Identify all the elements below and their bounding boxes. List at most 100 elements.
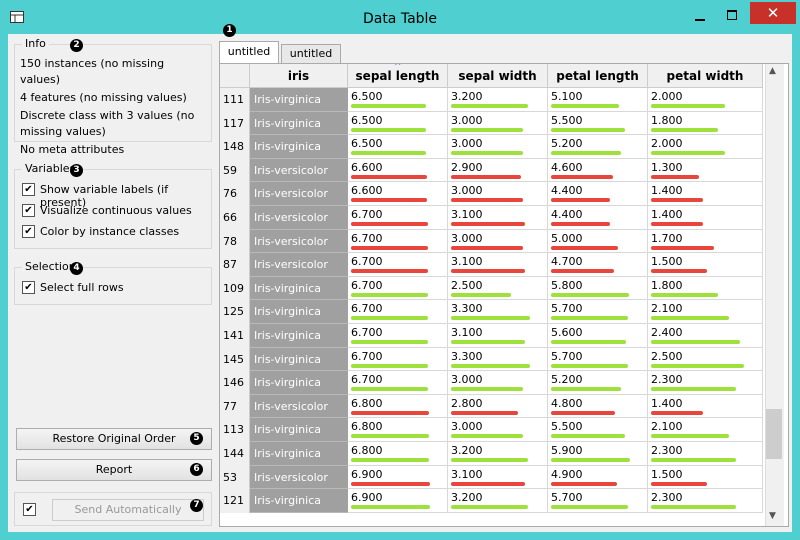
value-cell[interactable]: 3.000 [448, 418, 548, 442]
option[interactable]: ✔ Select full rows [22, 281, 212, 302]
value-cell[interactable]: 6.700 [348, 253, 448, 277]
class-cell[interactable]: Iris-virginica [250, 276, 348, 301]
column-header[interactable]: iris [250, 64, 348, 88]
checkbox[interactable]: ✔ [22, 183, 35, 196]
class-cell[interactable]: Iris-virginica [250, 418, 348, 442]
send-button[interactable]: Send Automatically [52, 499, 204, 521]
value-cell[interactable]: 3.100 [448, 465, 548, 490]
value-cell[interactable]: 4.800 [548, 394, 648, 419]
value-cell[interactable]: 1.400 [648, 206, 763, 230]
value-cell[interactable]: 3.000 [448, 229, 548, 254]
checkbox[interactable]: ✔ [22, 204, 35, 217]
class-cell[interactable]: Iris-versicolor [250, 206, 348, 230]
value-cell[interactable]: 1.700 [648, 229, 763, 254]
value-cell[interactable]: 5.200 [548, 371, 648, 395]
value-cell[interactable]: 3.000 [448, 371, 548, 395]
class-cell[interactable]: Iris-virginica [250, 324, 348, 348]
value-cell[interactable]: 2.100 [648, 418, 763, 442]
value-cell[interactable]: 6.700 [348, 276, 448, 301]
value-cell[interactable]: 4.400 [548, 182, 648, 206]
value-cell[interactable]: 2.000 [648, 135, 763, 159]
value-cell[interactable]: 3.200 [448, 489, 548, 513]
checkbox[interactable]: ✔ [22, 225, 35, 238]
value-cell[interactable]: 5.500 [548, 111, 648, 136]
value-cell[interactable]: 5.200 [548, 135, 648, 159]
value-cell[interactable]: 2.900 [448, 158, 548, 183]
class-cell[interactable]: Iris-versicolor [250, 182, 348, 206]
value-cell[interactable]: 1.400 [648, 182, 763, 206]
column-header[interactable]: sepal length [348, 64, 448, 88]
value-cell[interactable]: 6.700 [348, 206, 448, 230]
value-cell[interactable]: 5.900 [548, 442, 648, 466]
checkbox[interactable]: ✔ [22, 281, 35, 294]
value-cell[interactable]: 3.000 [448, 182, 548, 206]
value-cell[interactable]: 6.900 [348, 489, 448, 513]
value-cell[interactable]: 6.800 [348, 442, 448, 466]
class-cell[interactable]: Iris-virginica [250, 347, 348, 372]
value-cell[interactable]: 2.300 [648, 371, 763, 395]
value-cell[interactable]: 5.500 [548, 418, 648, 442]
class-cell[interactable]: Iris-virginica [250, 300, 348, 324]
class-cell[interactable]: Iris-virginica [250, 489, 348, 513]
value-cell[interactable]: 5.800 [548, 276, 648, 301]
value-cell[interactable]: 6.500 [348, 88, 448, 112]
value-cell[interactable]: 4.700 [548, 253, 648, 277]
value-cell[interactable]: 1.500 [648, 253, 763, 277]
value-cell[interactable]: 5.100 [548, 88, 648, 112]
class-cell[interactable]: Iris-virginica [250, 371, 348, 395]
value-cell[interactable]: 4.400 [548, 206, 648, 230]
value-cell[interactable]: 6.500 [348, 135, 448, 159]
value-cell[interactable]: 2.500 [648, 347, 763, 372]
value-cell[interactable]: 6.700 [348, 324, 448, 348]
value-cell[interactable]: 3.100 [448, 206, 548, 230]
value-cell[interactable]: 6.800 [348, 394, 448, 419]
value-cell[interactable]: 1.800 [648, 111, 763, 136]
column-header[interactable]: petal length [548, 64, 648, 88]
class-cell[interactable]: Iris-versicolor [250, 394, 348, 419]
value-cell[interactable]: 3.300 [448, 300, 548, 324]
restore-button[interactable]: Restore Original Order [16, 428, 212, 450]
report-button[interactable]: Report [16, 459, 212, 481]
class-cell[interactable]: Iris-versicolor [250, 158, 348, 183]
value-cell[interactable]: 3.000 [448, 135, 548, 159]
value-cell[interactable]: 5.700 [548, 347, 648, 372]
value-cell[interactable]: 6.700 [348, 229, 448, 254]
value-cell[interactable]: 3.300 [448, 347, 548, 372]
class-cell[interactable]: Iris-versicolor [250, 465, 348, 490]
value-cell[interactable]: 3.100 [448, 253, 548, 277]
value-cell[interactable]: 1.800 [648, 276, 763, 301]
value-cell[interactable]: 5.000 [548, 229, 648, 254]
value-cell[interactable]: 6.900 [348, 465, 448, 490]
value-cell[interactable]: 1.500 [648, 465, 763, 490]
value-cell[interactable]: 3.100 [448, 324, 548, 348]
value-cell[interactable]: 2.000 [648, 88, 763, 112]
value-cell[interactable]: 5.700 [548, 300, 648, 324]
class-cell[interactable]: Iris-virginica [250, 442, 348, 466]
value-cell[interactable]: 6.600 [348, 158, 448, 183]
value-cell[interactable]: 2.800 [448, 394, 548, 419]
class-cell[interactable]: Iris-virginica [250, 111, 348, 136]
value-cell[interactable]: 6.500 [348, 111, 448, 136]
minimize[interactable] [690, 8, 710, 26]
option[interactable]: ✔ Color by instance classes [22, 225, 212, 246]
value-cell[interactable]: 2.400 [648, 324, 763, 348]
value-cell[interactable]: 1.400 [648, 394, 763, 419]
maximize[interactable] [722, 7, 742, 25]
class-cell[interactable]: Iris-versicolor [250, 229, 348, 254]
value-cell[interactable]: 2.300 [648, 442, 763, 466]
value-cell[interactable]: 5.700 [548, 489, 648, 513]
class-cell[interactable]: Iris-virginica [250, 88, 348, 112]
value-cell[interactable]: 3.200 [448, 442, 548, 466]
value-cell[interactable]: 6.700 [348, 347, 448, 372]
tab[interactable]: untitled [281, 44, 341, 63]
value-cell[interactable]: 1.300 [648, 158, 763, 183]
checkbox[interactable]: ✔ [23, 503, 36, 516]
value-cell[interactable]: 6.600 [348, 182, 448, 206]
class-cell[interactable]: Iris-virginica [250, 135, 348, 159]
tab[interactable]: untitled [219, 41, 279, 64]
value-cell[interactable]: 4.900 [548, 465, 648, 490]
close[interactable]: ✕ [750, 2, 796, 24]
value-cell[interactable]: 3.200 [448, 88, 548, 112]
value-cell[interactable]: 5.600 [548, 324, 648, 348]
value-cell[interactable]: 3.000 [448, 111, 548, 136]
